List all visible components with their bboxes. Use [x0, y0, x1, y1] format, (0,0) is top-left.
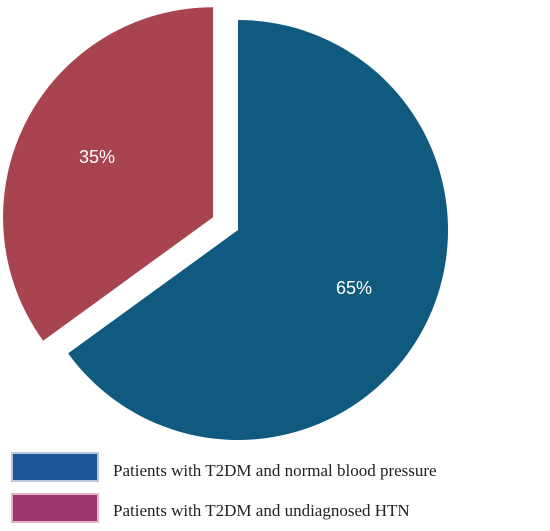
pie-slices [3, 7, 448, 440]
pie-slice-1 [3, 7, 214, 341]
legend-item-undiagnosed-htn: Patients with T2DM and undiagnosed HTN [11, 493, 410, 523]
legend-swatch-undiagnosed-htn [11, 493, 99, 523]
legend: Patients with T2DM and normal blood pres… [11, 452, 437, 523]
legend-swatch-normal-bp [11, 452, 99, 482]
pie-slice-0 [68, 20, 448, 440]
legend-label-undiagnosed-htn: Patients with T2DM and undiagnosed HTN [113, 501, 410, 520]
legend-item-normal-bp: Patients with T2DM and normal blood pres… [11, 452, 437, 482]
pie-slice-label-0: 65% [336, 278, 372, 298]
legend-label-normal-bp: Patients with T2DM and normal blood pres… [113, 461, 437, 480]
pie-slice-label-1: 35% [79, 147, 115, 167]
pie-slice-labels: 65% 35% [79, 147, 372, 298]
